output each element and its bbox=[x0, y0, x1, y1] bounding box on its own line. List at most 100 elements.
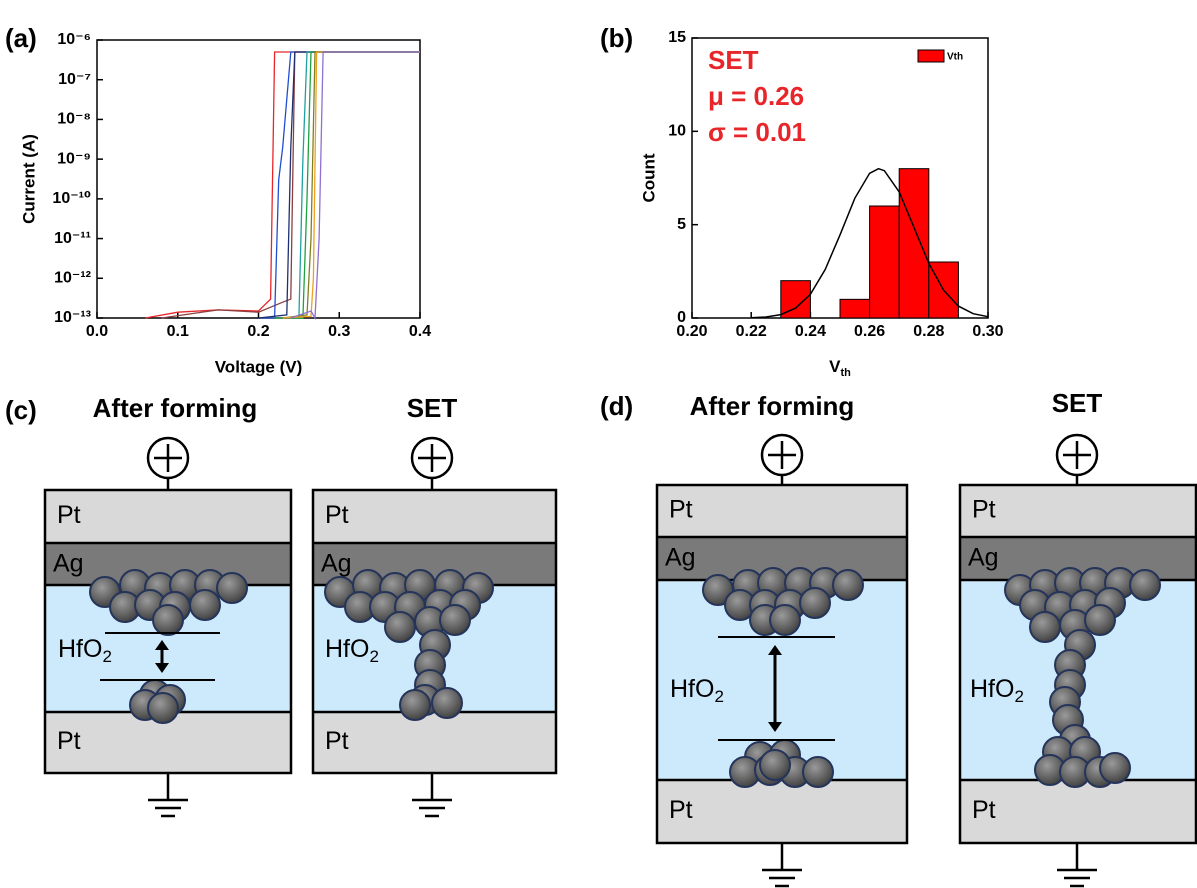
plus-sign bbox=[154, 444, 182, 472]
y-tick-label: 10⁻⁸ bbox=[57, 111, 91, 128]
pt-bottom-layer bbox=[960, 780, 1196, 843]
diagrams: (c) After formingPtAgHfO2PtSETPtAgHfO2Pt(… bbox=[5, 388, 1197, 888]
oxide-label: HfO2 bbox=[670, 675, 724, 707]
ag-grain bbox=[384, 611, 416, 643]
y-tick-label: 10⁻¹³ bbox=[54, 309, 91, 326]
pt-bottom-label: Pt bbox=[325, 727, 349, 755]
panel-label: (c) bbox=[5, 395, 37, 425]
oxide-label-sub: 2 bbox=[102, 647, 111, 666]
y-tick-label: 10⁻¹² bbox=[54, 270, 91, 287]
iv-curve bbox=[258, 51, 420, 319]
oxide-label: HfO2 bbox=[970, 675, 1024, 707]
device-title: After forming bbox=[690, 391, 855, 421]
x-tick-label: 0.28 bbox=[913, 323, 944, 340]
oxide-label: HfO2 bbox=[58, 635, 112, 667]
ag-label: Ag bbox=[53, 550, 84, 578]
oxide-label-sub: 2 bbox=[714, 687, 723, 706]
ag-layer bbox=[313, 543, 556, 585]
pt-top-label: Pt bbox=[57, 501, 81, 529]
ag-grain bbox=[1029, 611, 1061, 643]
panel-label: (d) bbox=[600, 391, 633, 421]
iv-curve bbox=[274, 51, 420, 319]
y-tick-label: 10⁻⁹ bbox=[57, 150, 91, 167]
pt-top-layer bbox=[45, 490, 291, 543]
pt-bottom-layer bbox=[657, 780, 907, 843]
annotation: μ = 0.26 bbox=[708, 81, 804, 111]
pt-bottom-layer bbox=[313, 712, 556, 773]
ag-grain bbox=[189, 589, 221, 621]
y-tick-label: 10⁻⁷ bbox=[58, 71, 91, 88]
oxide-label-main: HfO bbox=[670, 675, 714, 703]
ag-grain bbox=[152, 604, 184, 636]
y-axis-label: Current (A) bbox=[19, 134, 38, 224]
device-frame bbox=[311, 488, 558, 775]
x-axis-label-main: V bbox=[829, 357, 841, 376]
pt-top-layer bbox=[657, 485, 907, 537]
x-tick-label: 0.0 bbox=[86, 323, 108, 340]
y-tick-label: 10⁻¹⁰ bbox=[52, 190, 91, 207]
panel-label: (a) bbox=[5, 23, 37, 53]
device-title: After forming bbox=[93, 393, 258, 423]
plot-frame bbox=[96, 39, 421, 319]
ag-grain bbox=[1129, 569, 1161, 601]
oxide-label-main: HfO bbox=[58, 635, 102, 663]
iv-curve bbox=[282, 51, 420, 319]
hist-bar bbox=[839, 298, 871, 319]
iv-curve bbox=[290, 51, 420, 321]
x-axis-label: Vth bbox=[829, 357, 851, 378]
ag-label: Ag bbox=[968, 544, 999, 572]
device-title: SET bbox=[1052, 388, 1103, 418]
ag-label: Ag bbox=[665, 544, 696, 572]
ag-grain bbox=[799, 587, 831, 619]
oxide-label-sub: 2 bbox=[1014, 687, 1023, 706]
y-tick-label: 10⁻¹¹ bbox=[54, 230, 91, 247]
ground-symbol bbox=[1057, 868, 1097, 888]
x-tick-label: 0.3 bbox=[328, 323, 350, 340]
pt-top-layer bbox=[960, 485, 1196, 537]
y-tick-label: 15 bbox=[668, 29, 686, 46]
ground-symbol bbox=[412, 798, 452, 818]
ag-grain bbox=[1084, 604, 1116, 636]
ag-grain bbox=[832, 569, 864, 601]
plus-sign bbox=[418, 444, 446, 472]
device-title: SET bbox=[407, 393, 458, 423]
arrow-head bbox=[768, 645, 782, 732]
iv-curve bbox=[282, 51, 420, 319]
ag-grain bbox=[802, 756, 834, 788]
plus-sign bbox=[1063, 441, 1091, 469]
y-tick-label: 10⁻⁶ bbox=[57, 31, 91, 48]
y-axis-label: Count bbox=[639, 153, 658, 202]
oxide-label: HfO2 bbox=[325, 635, 379, 667]
oxide-label-main: HfO bbox=[970, 675, 1014, 703]
hist-bar bbox=[869, 205, 900, 319]
oxide-label-main: HfO bbox=[325, 635, 369, 663]
x-tick-label: 0.26 bbox=[854, 323, 885, 340]
ag-grain bbox=[1099, 752, 1131, 784]
ag-grain bbox=[216, 572, 248, 604]
plus-sign bbox=[768, 441, 796, 469]
legend-swatch bbox=[917, 49, 945, 63]
x-axis-label: Voltage (V) bbox=[215, 357, 303, 376]
pt-bottom-label: Pt bbox=[57, 727, 81, 755]
x-tick-label: 0.1 bbox=[167, 323, 189, 340]
x-tick-label: 0.20 bbox=[676, 323, 707, 340]
x-tick-label: 0.30 bbox=[972, 323, 1003, 340]
y-tick-label: 10 bbox=[668, 123, 686, 140]
annotation: σ = 0.01 bbox=[708, 117, 806, 147]
arrow-head bbox=[155, 640, 169, 673]
ground-symbol bbox=[762, 868, 802, 888]
x-tick-label: 0.24 bbox=[795, 323, 826, 340]
fit-curve bbox=[751, 167, 989, 319]
pt-top-label: Pt bbox=[669, 496, 693, 524]
ag-grain bbox=[431, 687, 463, 719]
x-tick-label: 0.4 bbox=[409, 323, 431, 340]
charts: (a) 0.0 0.1 0.2 0.3 0.4 10⁻¹³ 10⁻¹² 10⁻¹¹ 10⁻¹⁰ 10… bbox=[5, 23, 1004, 379]
ag-label: Ag bbox=[321, 550, 352, 578]
ag-grain bbox=[399, 689, 431, 721]
x-tick-label: 0.2 bbox=[247, 323, 269, 340]
pt-bottom-label: Pt bbox=[669, 796, 693, 824]
x-axis-label-sub: th bbox=[840, 367, 851, 379]
x-tick-label: 0.22 bbox=[736, 323, 767, 340]
pt-top-label: Pt bbox=[325, 501, 349, 529]
